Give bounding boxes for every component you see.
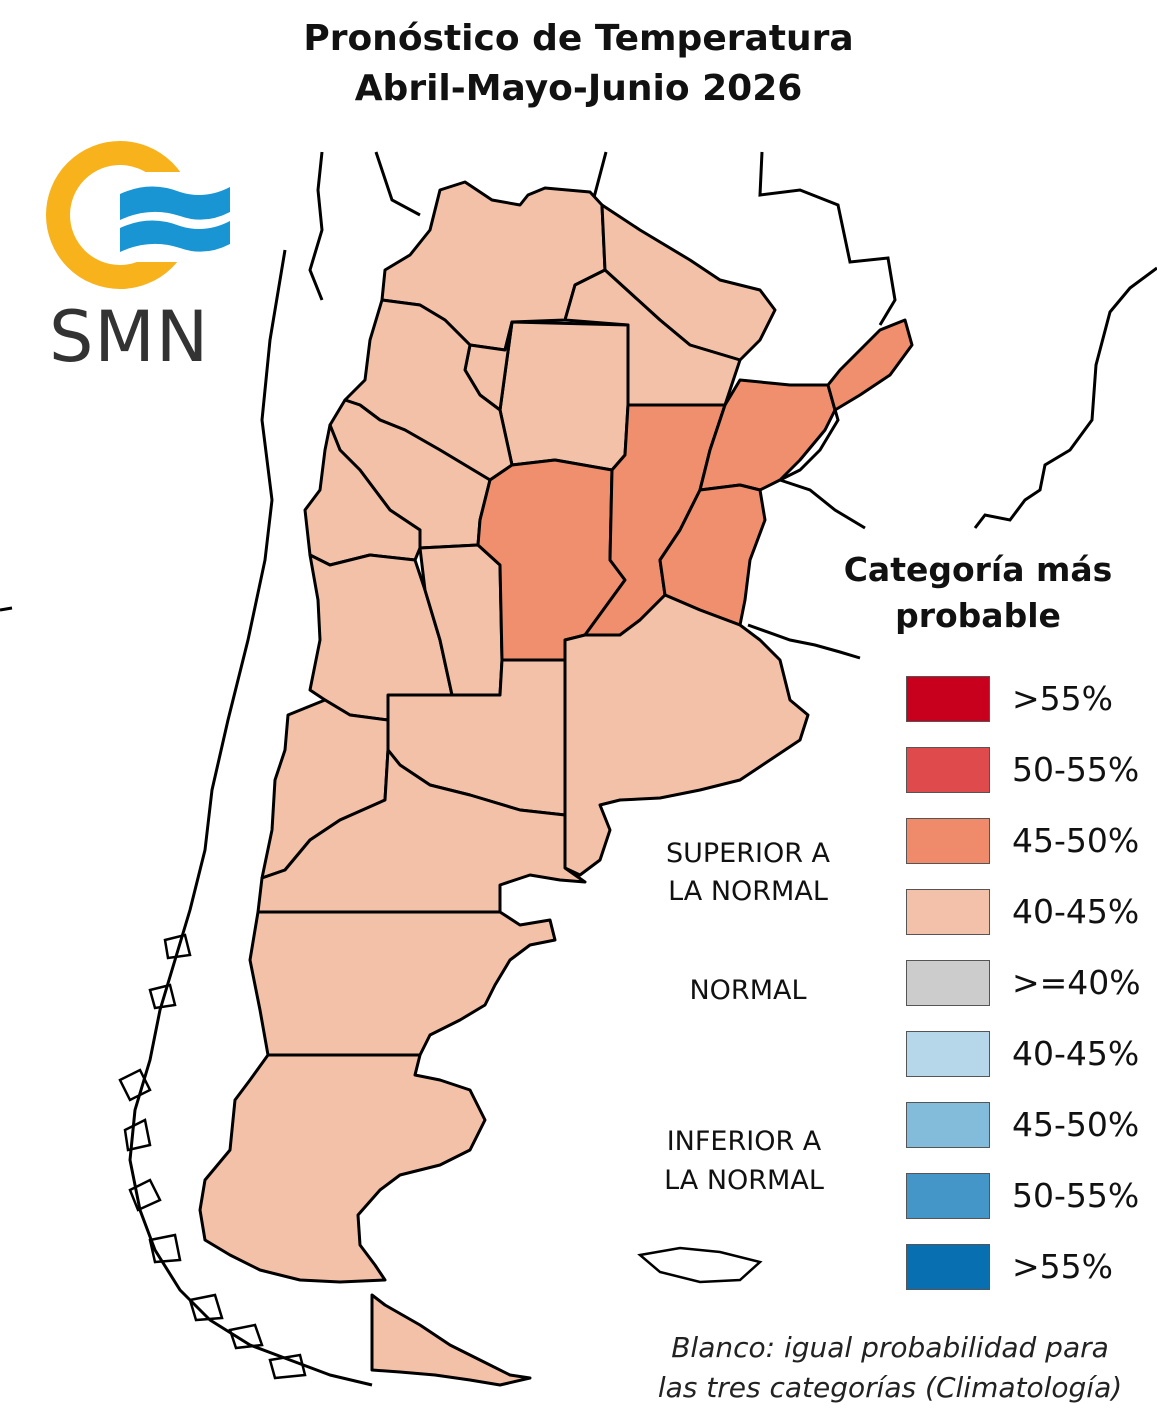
province-santiago: [498, 320, 630, 472]
legend-swatch: [906, 1102, 990, 1148]
legend-swatch: [906, 818, 990, 864]
legend-label: 50-55%: [1012, 1176, 1140, 1215]
legend-swatch: [906, 960, 990, 1006]
province-chaco: [563, 268, 742, 407]
province-polygons: [198, 180, 914, 1387]
neighbor-borders: [0, 151, 1157, 660]
logo-wave-icon: [120, 220, 230, 252]
smn-logo: [46, 141, 245, 289]
legend-swatch: [906, 1244, 990, 1290]
map-title-line-1: Pronóstico de Temperatura: [303, 18, 854, 59]
chile-coast: [128, 249, 373, 1387]
legend-swatch: [906, 1173, 990, 1219]
legend-swatch: [906, 747, 990, 793]
footnote-line-1: Blanco: igual probabilidad para: [671, 1331, 1109, 1364]
legend-title-line-2: probable: [895, 596, 1061, 635]
legend-label: 45-50%: [1012, 821, 1140, 860]
chile-islands: [118, 933, 763, 1380]
legend-label: >=40%: [1012, 963, 1141, 1002]
province-misiones: [826, 318, 914, 412]
legend-label: >55%: [1012, 679, 1113, 718]
legend-label: 40-45%: [1012, 892, 1140, 931]
legend-label: >55%: [1012, 1247, 1113, 1286]
legend-title-line-1: Categoría más: [843, 550, 1113, 589]
legend-category-superior-1: SUPERIOR A: [665, 838, 831, 869]
legend-label: 50-55%: [1012, 750, 1140, 789]
province-entre-rios: [658, 483, 767, 627]
footnote-line-2: las tres categorías (Climatología): [657, 1371, 1123, 1404]
legend-swatch: [906, 1031, 990, 1077]
logo-wave-icon: [120, 186, 230, 220]
legend-category-inferior-1: INFERIOR A: [666, 1126, 822, 1157]
legend-swatch: [906, 889, 990, 935]
province-chubut: [248, 910, 557, 1057]
legend-category-normal: NORMAL: [689, 975, 807, 1006]
map-title-line-2: Abril-Mayo-Junio 2026: [354, 68, 803, 109]
smn-logo-text: SMN: [49, 296, 210, 378]
province-santa-cruz: [198, 1053, 487, 1284]
legend-swatch: [906, 676, 990, 722]
legend-category-superior-2: LA NORMAL: [668, 876, 828, 907]
legend-label: 45-50%: [1012, 1105, 1140, 1144]
province-buenos-aires: [563, 593, 810, 877]
province-rio-negro: [256, 748, 587, 914]
legend-label: 40-45%: [1012, 1034, 1140, 1073]
legend-category-inferior-2: LA NORMAL: [664, 1165, 824, 1196]
province-tierra-del-fuego: [370, 1293, 532, 1387]
